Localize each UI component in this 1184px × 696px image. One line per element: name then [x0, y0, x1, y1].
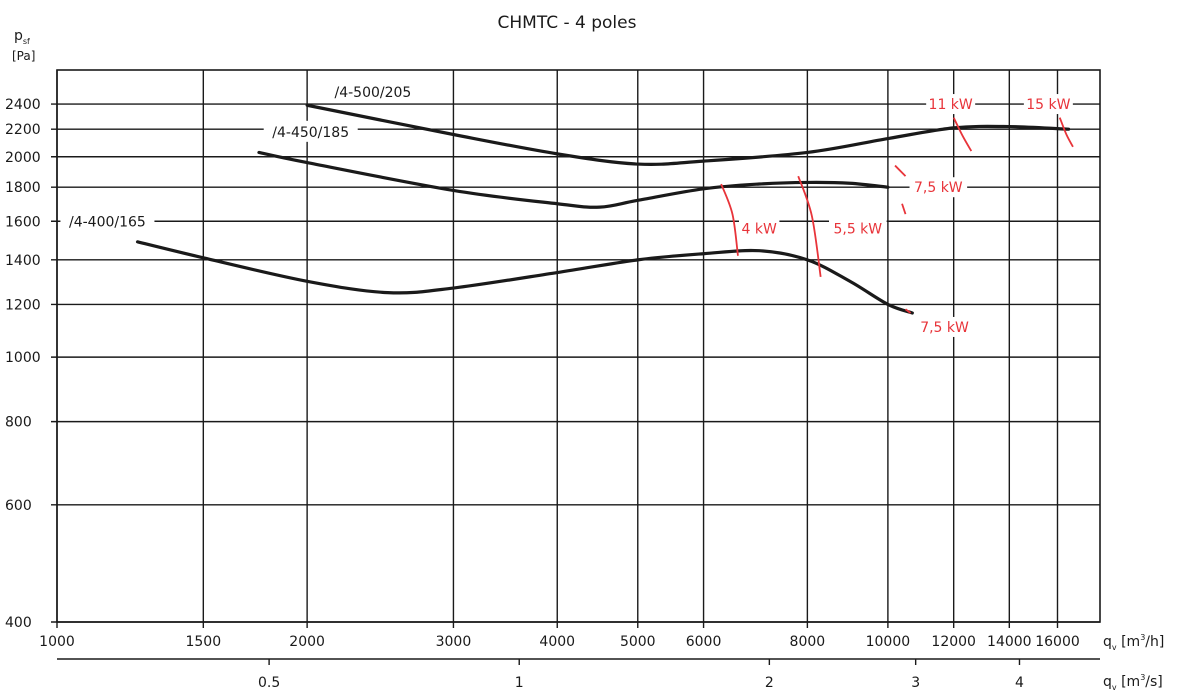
y-axis-symbol: p [14, 28, 23, 44]
curve-label-text: /4-450/185 [272, 125, 349, 141]
x-tick-label: 12000 [931, 634, 976, 650]
x2-axis-subscript: v [1112, 683, 1117, 692]
curve-labels: /4-500/205/4-450/185/4-400/165 [60, 81, 420, 232]
fan-curve-line [135, 240, 914, 315]
x-tick-label: 1500 [185, 634, 221, 650]
x-axis-unit-sup: 3 [1140, 633, 1145, 642]
grid [51, 69, 1101, 628]
x2-axis-unit-sup: 3 [1140, 673, 1145, 682]
x-tick-label: 8000 [790, 634, 826, 650]
motor-power-label: 11 kW [926, 94, 976, 115]
motor-power-label-text: 5,5 kW [833, 222, 882, 238]
motor-power-line [720, 183, 739, 256]
y-tick-label: 800 [5, 415, 32, 431]
secondary-tick-label: 2 [765, 675, 774, 691]
motor-power-line [797, 175, 822, 277]
secondary-tick-label: 1 [515, 675, 524, 691]
y-tick-label: 1400 [5, 253, 41, 269]
motor-power-label-bg [738, 218, 780, 239]
svg-text:qv [m3/h]: qv [m3/h] [1103, 633, 1164, 652]
y-tick-label: 2000 [5, 150, 41, 166]
x-tick-label: 4000 [539, 634, 575, 650]
x-axis-ticks: 1000 1500 2000 3000 4000 5000 6000 8000 10000 120… [39, 634, 1080, 650]
x2-axis-label: qv [m3/s] [1103, 673, 1163, 692]
y-tick-label: 1200 [5, 297, 41, 313]
y-tick-label: 2400 [5, 97, 41, 113]
curve-label-bg [325, 81, 420, 103]
motor-power-line [952, 117, 973, 152]
motor-power-lines: 4 kW 5,5 kW 7,5 kW 7,5 kW 11 kW 15 kW [720, 94, 1074, 337]
fan-curve-line [257, 150, 890, 209]
curve-label: /4-450/185 [263, 120, 358, 142]
y-tick-label: 1800 [5, 180, 41, 196]
motor-power-label: 7,5 kW [909, 177, 968, 198]
svg-text:qv [m3/s]: qv [m3/s] [1103, 673, 1163, 692]
svg-text:psf: psf [14, 28, 30, 46]
motor-power-label-text: 7,5 kW [914, 180, 963, 196]
motor-power-label: 5,5 kW [829, 218, 887, 239]
plot-frame [56, 69, 1101, 623]
curve-label-bg [60, 210, 155, 232]
secondary-x-axis-ticks: 0.5 1 2 3 4 [57, 658, 1100, 691]
y-tick-label: 1000 [5, 350, 41, 366]
x2-axis-unit-post: /s] [1145, 674, 1162, 690]
motor-power-label: 15 kW [1023, 94, 1073, 115]
x-tick-label: 6000 [686, 634, 722, 650]
motor-power-label-bg [829, 218, 887, 239]
fan-curves [135, 103, 1071, 315]
motor-power-label: 4 kW [738, 218, 780, 239]
y-axis-ticks: 400 600 800 1000 1200 1400 1600 1800 2000 2200 240… [5, 97, 41, 631]
secondary-tick-label: 3 [911, 675, 920, 691]
x2-axis-unit-pre: [m [1121, 674, 1140, 690]
curve-label-text: /4-500/205 [334, 85, 411, 101]
curve-label: /4-400/165 [60, 210, 155, 232]
y-axis-subscript: sf [23, 37, 30, 46]
y-axis-unit: [Pa] [12, 49, 35, 63]
motor-power-label-text: 4 kW [742, 222, 777, 238]
x-tick-label: 10000 [866, 634, 911, 650]
motor-power-line [1058, 117, 1074, 148]
secondary-tick-label: 4 [1015, 675, 1024, 691]
x-tick-label: 16000 [1035, 634, 1080, 650]
curve-label-text: /4-400/165 [69, 214, 146, 230]
x2-axis-symbol: q [1103, 674, 1112, 690]
y-tick-label: 400 [5, 615, 32, 631]
x-tick-label: 5000 [620, 634, 656, 650]
x-axis-subscript: v [1112, 643, 1117, 652]
x-axis-label: qv [m3/h] [1103, 633, 1164, 652]
motor-power-label-bg [909, 177, 968, 198]
motor-power-label-bg [915, 316, 974, 337]
y-tick-label: 2200 [5, 122, 41, 138]
y-tick-label: 600 [5, 498, 32, 514]
motor-power-label-text: 15 kW [1026, 97, 1070, 113]
x-axis-symbol: q [1103, 634, 1112, 650]
motor-power-label-text: 11 kW [929, 97, 973, 113]
x-tick-label: 14000 [987, 634, 1032, 650]
chart-title: CHMTC - 4 poles [498, 13, 637, 33]
fan-curve-line [305, 103, 1071, 167]
x-axis-unit-post: /h] [1145, 634, 1164, 650]
curve-label: /4-500/205 [325, 81, 420, 103]
y-axis-label: psf [Pa] [12, 28, 35, 63]
motor-power-label-bg [1023, 94, 1073, 115]
motor-power-line [901, 203, 907, 215]
motor-power-label-bg [926, 94, 976, 115]
x-tick-label: 3000 [436, 634, 472, 650]
y-tick-label: 1600 [5, 214, 41, 230]
motor-power-label-text: 7,5 kW [920, 320, 969, 336]
secondary-tick-label: 0.5 [258, 675, 280, 691]
curve-label-bg [263, 120, 358, 142]
motor-power-line [904, 308, 912, 314]
motor-power-line [894, 164, 907, 177]
x-tick-label: 1000 [39, 634, 75, 650]
motor-power-label: 7,5 kW [915, 316, 974, 337]
x-axis-unit-pre: [m [1121, 634, 1140, 650]
x-tick-label: 2000 [289, 634, 325, 650]
